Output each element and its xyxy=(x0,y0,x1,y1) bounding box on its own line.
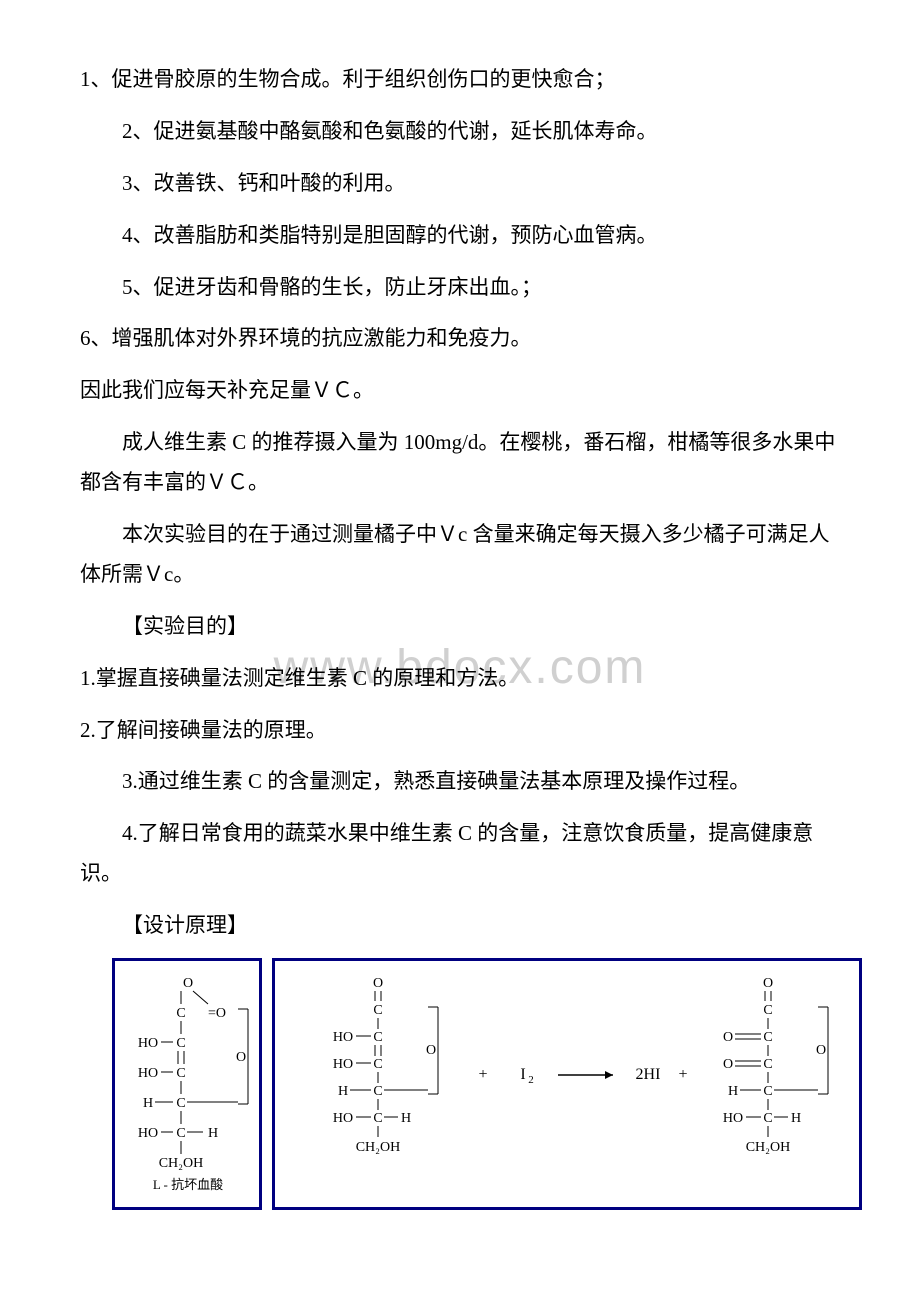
svg-text:O: O xyxy=(723,1030,733,1045)
svg-text:C: C xyxy=(373,1030,382,1045)
purpose-item-2: 2.了解间接碘量法的原理。 xyxy=(80,711,840,751)
svg-text:C: C xyxy=(176,1096,185,1111)
svg-text:CH₂OH: CH₂OH xyxy=(356,1140,401,1155)
svg-text:C: C xyxy=(763,1030,772,1045)
list-item-6: 6、增强肌体对外界环境的抗应激能力和免疫力。 xyxy=(80,319,840,359)
svg-text:HO: HO xyxy=(138,1036,158,1051)
svg-text:HO: HO xyxy=(333,1030,353,1045)
svg-text:O: O xyxy=(816,1043,826,1058)
svg-text:2: 2 xyxy=(528,1074,534,1086)
svg-text:H: H xyxy=(143,1096,153,1111)
svg-text:H: H xyxy=(728,1084,738,1099)
svg-text:C: C xyxy=(763,1084,772,1099)
svg-text:+: + xyxy=(678,1066,687,1083)
svg-text:C: C xyxy=(373,1111,382,1126)
list-item-2: 2、促进氨基酸中酪氨酸和色氨酸的代谢，延长肌体寿命。 xyxy=(80,112,840,152)
paragraph-purpose: 本次实验目的在于通过测量橘子中Ｖc 含量来确定每天摄入多少橘子可满足人体所需Ｖc… xyxy=(80,515,840,595)
svg-text:O: O xyxy=(373,976,383,991)
paragraph-supplement: 因此我们应每天补充足量ＶＣ。 xyxy=(80,371,840,411)
svg-text:I: I xyxy=(520,1066,525,1083)
svg-text:O: O xyxy=(763,976,773,991)
svg-text:H: H xyxy=(208,1126,218,1141)
list-item-4: 4、改善脂肪和类脂特别是胆固醇的代谢，预防心血管病。 xyxy=(80,216,840,256)
svg-text:HO: HO xyxy=(138,1126,158,1141)
svg-text:=O: =O xyxy=(208,1006,226,1021)
svg-text:O: O xyxy=(426,1043,436,1058)
svg-text:C: C xyxy=(373,1057,382,1072)
svg-text:C: C xyxy=(176,1006,185,1021)
heading-experiment-purpose: 【实验目的】 xyxy=(80,607,840,647)
svg-text:+: + xyxy=(478,1066,487,1083)
list-item-3: 3、改善铁、钙和叶酸的利用。 xyxy=(80,164,840,204)
chemical-diagram-container: O C =O O HO C xyxy=(112,958,840,1210)
svg-text:CH₂OH: CH₂OH xyxy=(159,1156,204,1171)
svg-text:C: C xyxy=(176,1036,185,1051)
ascorbic-acid-svg: O C =O O HO C xyxy=(123,969,253,1199)
svg-text:C: C xyxy=(373,1003,382,1018)
svg-text:H: H xyxy=(791,1111,801,1126)
svg-text:HO: HO xyxy=(333,1057,353,1072)
list-item-1: 1、促进骨胶原的生物合成。利于组织创伤口的更快愈合； xyxy=(80,60,840,100)
svg-text:CH₂OH: CH₂OH xyxy=(746,1140,791,1155)
ascorbic-acid-structure: O C =O O HO C xyxy=(112,958,262,1210)
svg-text:C: C xyxy=(176,1126,185,1141)
svg-text:H: H xyxy=(338,1084,348,1099)
purpose-item-4: 4.了解日常食用的蔬菜水果中维生素 C 的含量，注意饮食质量，提高健康意识。 xyxy=(80,814,840,894)
reaction-equation: O C O HO C HO C xyxy=(272,958,862,1210)
purpose-item-3: 3.通过维生素 C 的含量测定，熟悉直接碘量法基本原理及操作过程。 xyxy=(80,762,840,802)
svg-text:H: H xyxy=(401,1111,411,1126)
svg-text:C: C xyxy=(373,1084,382,1099)
purpose-item-1: 1.掌握直接碘量法测定维生素 C 的原理和方法。 xyxy=(80,659,840,699)
reaction-svg: O C O HO C HO C xyxy=(283,969,853,1169)
svg-text:O: O xyxy=(183,976,193,991)
svg-text:C: C xyxy=(176,1066,185,1081)
list-item-5: 5、促进牙齿和骨骼的生长，防止牙床出血。； xyxy=(80,268,840,308)
heading-design-principle: 【设计原理】 xyxy=(80,906,840,946)
svg-text:O: O xyxy=(236,1050,246,1065)
svg-text:C: C xyxy=(763,1057,772,1072)
svg-text:C: C xyxy=(763,1111,772,1126)
svg-text:HO: HO xyxy=(723,1111,743,1126)
ascorbic-acid-label: L - 抗坏血酸 xyxy=(153,1177,223,1192)
paragraph-intake: 成人维生素 C 的推荐摄入量为 100mg/d。在樱桃，番石榴，柑橘等很多水果中… xyxy=(80,423,840,503)
svg-text:2HI: 2HI xyxy=(636,1066,661,1083)
svg-text:HO: HO xyxy=(333,1111,353,1126)
svg-text:O: O xyxy=(723,1057,733,1072)
svg-text:C: C xyxy=(763,1003,772,1018)
svg-text:HO: HO xyxy=(138,1066,158,1081)
